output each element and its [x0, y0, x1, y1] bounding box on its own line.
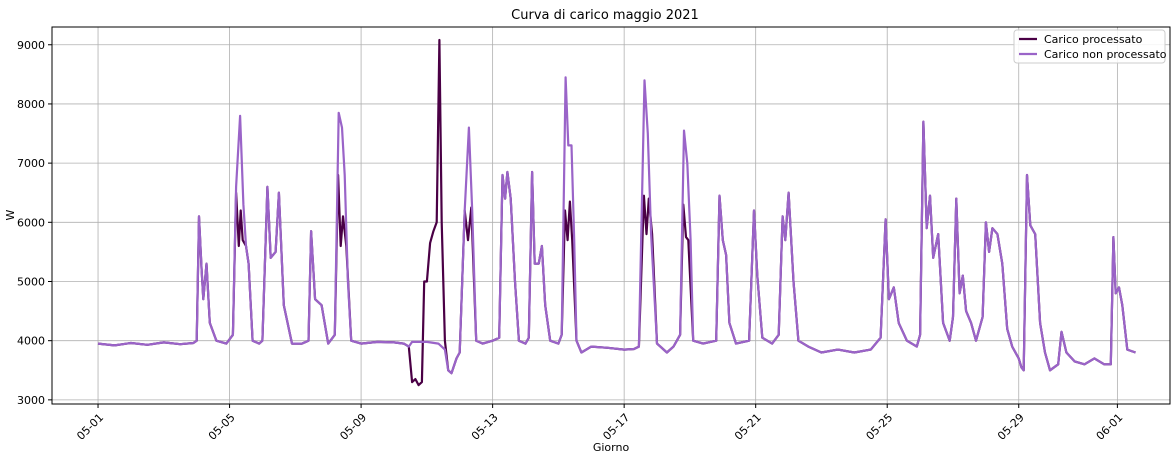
y-tick-label: 9000: [17, 39, 45, 52]
x-tick-label: 05-17: [600, 411, 632, 443]
series-lines: [97, 38, 1136, 387]
series-line-2: [97, 76, 1136, 375]
legend-label-2: Carico non processato: [1044, 48, 1167, 61]
y-tick-label: 7000: [17, 157, 45, 170]
plot-frame: [51, 26, 1171, 405]
y-tick-label: 5000: [17, 275, 45, 288]
x-tick-label: 05-29: [995, 411, 1027, 443]
x-tick-label: 05-01: [74, 411, 106, 443]
y-axis: 3000 4000 5000 6000 7000 8000 9000: [17, 39, 52, 407]
legend-box: [1013, 29, 1166, 64]
y-tick-label: 8000: [17, 98, 45, 111]
x-axis: 05-01 05-05 05-09 05-13 05-17 05-21 05-25 05-29…: [74, 404, 1126, 443]
x-tick-label: 05-21: [732, 411, 764, 443]
x-axis-label: Giorno: [593, 441, 630, 454]
y-tick-label: 3000: [17, 394, 45, 407]
series-line-1: [97, 38, 1136, 387]
chart-title: Curva di carico maggio 2021: [511, 8, 699, 23]
x-tick-label: 05-09: [337, 411, 369, 443]
x-tick-label: 05-13: [469, 411, 501, 443]
x-tick-label: 06-01: [1094, 411, 1126, 443]
y-tick-label: 6000: [17, 216, 45, 229]
x-tick-label: 05-25: [864, 411, 896, 443]
grid: [52, 27, 1170, 404]
x-tick-label: 05-05: [206, 411, 238, 443]
legend-label-1: Carico processato: [1044, 33, 1143, 46]
y-axis-label: W: [4, 209, 17, 220]
y-tick-label: 4000: [17, 335, 45, 348]
legend: Carico processato Carico non processato: [1013, 29, 1167, 64]
